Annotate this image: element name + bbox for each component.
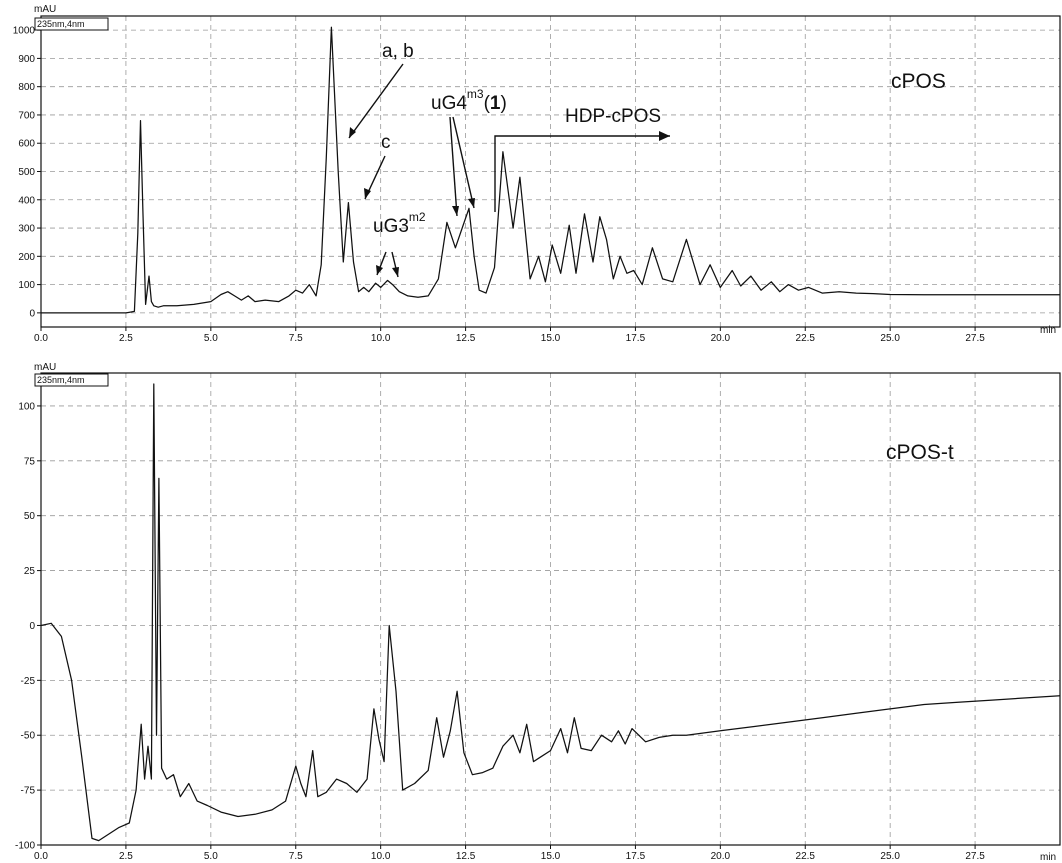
- y-tick-label: 100: [18, 401, 35, 412]
- arrowhead: [468, 198, 475, 208]
- annotation-paren-close: ): [501, 93, 507, 114]
- detector-legend: 235nm,4nm: [34, 17, 109, 31]
- y-tick-label: -25: [21, 676, 36, 687]
- legend-label: 235nm,4nm: [37, 375, 85, 385]
- y-tick-label: 1000: [13, 26, 36, 37]
- x-tick-label: 5.0: [204, 851, 218, 862]
- annotation-arrow: [348, 63, 404, 139]
- annotation-compound-number: 1: [490, 93, 501, 114]
- annotation-c: c: [364, 132, 391, 200]
- arrowhead: [364, 188, 371, 199]
- x-tick-label: 10.0: [371, 333, 391, 344]
- x-tick-label: 27.5: [965, 851, 985, 862]
- axis-ticks: 0.0 2.5 5.0 7.5 10.0 12.5 15.0 17.5 20.0 22.5 25.0…: [13, 26, 986, 344]
- y-tick-label: -50: [21, 731, 36, 742]
- arrowhead: [349, 127, 356, 138]
- x-axis-unit: min: [1040, 852, 1056, 863]
- annotation-main: uG3: [373, 216, 409, 237]
- x-tick-label: 20.0: [711, 333, 731, 344]
- x-tick-label: 7.5: [289, 333, 303, 344]
- y-tick-label: 300: [18, 224, 35, 235]
- chart-title: cPOS: [891, 70, 946, 93]
- x-tick-label: 20.0: [711, 851, 731, 862]
- y-tick-label: 100: [18, 280, 35, 291]
- y-tick-label: 700: [18, 110, 35, 121]
- y-tick-label: 0: [29, 308, 35, 319]
- arrowhead: [659, 131, 670, 141]
- y-tick-label: 50: [24, 511, 36, 522]
- legend-box: [34, 373, 109, 387]
- grid-lines: [41, 16, 1060, 327]
- x-tick-label: 27.5: [965, 333, 985, 344]
- y-tick-label: 900: [18, 54, 35, 65]
- chart-panel-cpos: 0.0 2.5 5.0 7.5 10.0 12.5 15.0 17.5 20.0 22.5 25.0…: [13, 4, 1061, 344]
- y-tick-label: -100: [15, 841, 35, 852]
- y-tick-label: 800: [18, 82, 35, 93]
- annotation-label: uG3m2: [373, 210, 426, 237]
- x-tick-label: 0.0: [34, 851, 48, 862]
- x-tick-label: 7.5: [289, 851, 303, 862]
- x-tick-label: 5.0: [204, 333, 218, 344]
- chromatogram-trace: [41, 26, 1060, 314]
- annotation-superscript: m3: [467, 87, 484, 101]
- chromatogram-trace-layer: [41, 26, 1060, 314]
- x-tick-label: 25.0: [880, 851, 900, 862]
- y-tick-label: 600: [18, 139, 35, 150]
- annotation-paren-open: (: [484, 93, 491, 114]
- arrowhead: [392, 267, 399, 277]
- legend-box: [34, 17, 109, 31]
- y-axis-unit: mAU: [34, 4, 56, 15]
- annotation-ab: a, b: [348, 41, 414, 139]
- annotation-bracket-arrow: [494, 135, 670, 212]
- x-tick-label: 22.5: [796, 851, 816, 862]
- annotation-label: uG4m3(1): [431, 87, 507, 114]
- x-tick-label: 12.5: [456, 333, 476, 344]
- x-tick-label: 15.0: [541, 333, 561, 344]
- annotation-label: HDP-cPOS: [565, 106, 661, 127]
- y-tick-label: 200: [18, 252, 35, 263]
- x-axis-unit: min: [1040, 325, 1056, 336]
- arrowhead: [376, 265, 383, 275]
- x-tick-label: 15.0: [541, 851, 561, 862]
- annotation-label: a, b: [382, 41, 414, 62]
- annotation-hdp-cpos: HDP-cPOS: [494, 106, 670, 212]
- annotation-label: c: [381, 132, 391, 153]
- x-tick-label: 17.5: [626, 851, 646, 862]
- chart-panel-cpos-t: 0.0 2.5 5.0 7.5 10.0 12.5 15.0 17.5 20.0 22.5 25.0…: [15, 362, 1061, 863]
- y-tick-label: 75: [24, 456, 36, 467]
- y-axis-unit: mAU: [34, 362, 56, 373]
- chromatogram-trace: [40, 383, 1061, 842]
- annotation-main: uG4: [431, 93, 467, 114]
- chromatogram-trace-layer: [40, 383, 1061, 842]
- x-tick-label: 12.5: [456, 851, 476, 862]
- x-tick-label: 25.0: [880, 333, 900, 344]
- axis-ticks: 0.0 2.5 5.0 7.5 10.0 12.5 15.0 17.5 20.0 22.5 25.0…: [15, 401, 985, 862]
- x-tick-label: 17.5: [626, 333, 646, 344]
- legend-label: 235nm,4nm: [37, 19, 85, 29]
- y-tick-label: 25: [24, 566, 36, 577]
- annotation-arrow: [452, 116, 475, 209]
- annotation-superscript: m2: [409, 210, 426, 224]
- x-tick-label: 10.0: [371, 851, 391, 862]
- y-tick-label: 500: [18, 167, 35, 178]
- y-tick-label: -75: [21, 786, 36, 797]
- arrowhead: [452, 206, 459, 216]
- y-tick-label: 0: [29, 621, 35, 632]
- chart-title: cPOS-t: [886, 441, 954, 464]
- x-tick-label: 0.0: [34, 333, 48, 344]
- x-tick-label: 22.5: [796, 333, 816, 344]
- x-tick-label: 2.5: [119, 333, 133, 344]
- y-tick-label: 400: [18, 195, 35, 206]
- grid-lines: [41, 373, 1060, 846]
- annotation-arrow: [449, 116, 458, 217]
- x-tick-label: 2.5: [119, 851, 133, 862]
- annotation-ug3: uG3m2: [373, 210, 426, 278]
- detector-legend: 235nm,4nm: [34, 373, 109, 387]
- annotation-ug4: uG4m3(1): [431, 87, 507, 217]
